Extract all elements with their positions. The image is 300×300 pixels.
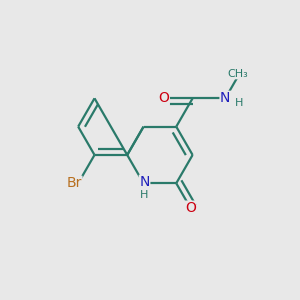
Text: O: O: [158, 91, 169, 105]
Text: O: O: [185, 201, 196, 215]
Text: Br: Br: [67, 176, 82, 190]
Text: N: N: [140, 175, 150, 189]
Text: H: H: [235, 98, 243, 108]
Text: CH₃: CH₃: [228, 69, 249, 79]
Text: H: H: [140, 190, 149, 200]
Text: N: N: [220, 91, 230, 105]
